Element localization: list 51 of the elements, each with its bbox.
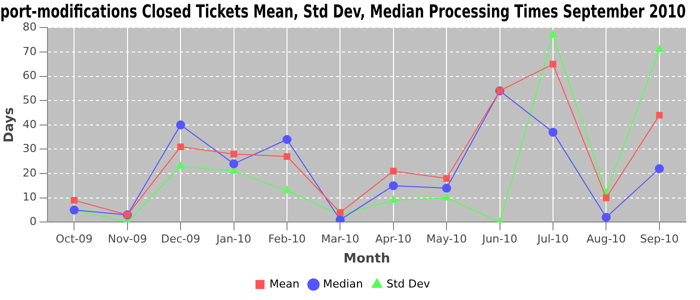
point (284, 153, 290, 160)
y-axis-title: Days (2, 106, 18, 143)
x-tick-label: Feb-10 (268, 232, 306, 246)
x-tick-label: Jul-10 (536, 232, 569, 246)
point (283, 186, 291, 194)
x-tick-label: Oct-09 (56, 232, 93, 246)
legend-label: Std Dev (386, 277, 430, 290)
point (176, 162, 185, 169)
y-tick-label: 60 (22, 69, 37, 82)
point (70, 196, 78, 204)
point (443, 175, 450, 182)
x-tick-label: Sep-10 (640, 232, 679, 246)
point (442, 193, 451, 200)
point (442, 184, 452, 193)
point (549, 30, 557, 38)
x-tick-label: Dec-09 (160, 232, 200, 246)
chart-title: port-modifications Closed Tickets Mean, Std Dev, Median Processing Times September 2010 (0, 0, 686, 22)
point (390, 168, 397, 174)
point (177, 143, 184, 150)
x-tick-label: Jun-10 (481, 232, 518, 246)
y-tick-label: 0 (30, 215, 37, 228)
y-tick-label: 50 (22, 93, 37, 106)
point (388, 181, 398, 190)
point (176, 120, 186, 130)
x-tick-label: May-10 (426, 232, 467, 246)
legend-label: Mean (270, 277, 300, 290)
x-tick-label: Jan-10 (215, 232, 252, 246)
point (389, 196, 398, 203)
x-tick-label: Apr-10 (375, 232, 412, 246)
x-tick-label: Aug-10 (586, 232, 626, 246)
y-tick-label: 30 (22, 142, 37, 156)
y-tick-label: 80 (22, 20, 37, 34)
point (229, 159, 238, 168)
point (602, 212, 611, 222)
y-tick-label: 20 (22, 166, 37, 180)
point (654, 164, 664, 174)
point (230, 150, 238, 158)
point (550, 60, 556, 68)
x-tick-label: Mar-10 (321, 232, 360, 246)
point (656, 112, 663, 118)
point (336, 215, 345, 222)
x-tick-label: Nov-09 (108, 232, 147, 246)
point (282, 134, 292, 144)
point (602, 194, 610, 202)
point (655, 44, 664, 52)
y-tick-label: 10 (22, 190, 37, 204)
point (548, 128, 558, 137)
y-tick-label: 70 (22, 44, 37, 58)
x-axis-title: Month (344, 252, 390, 267)
y-tick-label: 40 (22, 118, 37, 131)
legend-label: Median (322, 277, 364, 290)
